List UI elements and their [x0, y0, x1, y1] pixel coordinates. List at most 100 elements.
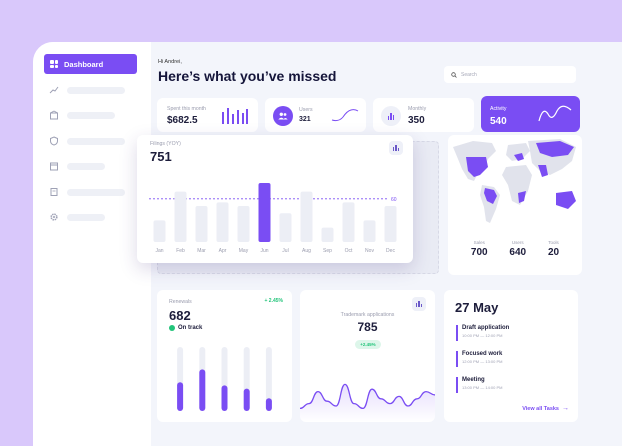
tick-label: Aug [302, 248, 311, 254]
filings-value: 751 [150, 149, 172, 164]
bar-nov [363, 220, 376, 242]
filings-label: Filings (YOY) [150, 141, 181, 147]
bar [243, 388, 250, 411]
users-card[interactable]: Users 321 [265, 98, 366, 132]
tick-label: Jan [155, 248, 163, 254]
tick-label: Jul [282, 248, 288, 254]
tasks-card[interactable]: 27 May Draft application 10:00 PM — 12:0… [444, 290, 578, 422]
shield-icon [50, 136, 58, 146]
map-card[interactable]: Sales 700 Users 640 Tools 20 [448, 135, 582, 275]
activity-sparkline [538, 105, 572, 122]
filings-chart-card[interactable]: Filings (YOY) 751 60 Jan Feb Mar Apr May Jun Ju… [137, 135, 413, 263]
map-stat: Tools 20 [547, 240, 560, 258]
greeting: Hi Andrei, [158, 59, 182, 65]
bar-chart-icon[interactable] [389, 141, 403, 155]
tick-label: Oct [345, 248, 353, 254]
calendar-icon [50, 162, 58, 171]
task-item[interactable]: Meeting 13:00 PM — 14:00 PM [456, 377, 502, 393]
task-item[interactable]: Focused work 12:00 PM — 13:00 PM [456, 351, 502, 367]
users-label: Users [299, 107, 313, 113]
users-icon [273, 106, 293, 126]
monthly-card[interactable]: Monthly 350 [373, 98, 474, 132]
sidebar-item-calendar[interactable] [49, 161, 105, 171]
renewals-bar-chart [177, 347, 272, 411]
bar-apr [216, 202, 229, 242]
sidebar-item-analytics[interactable] [49, 85, 125, 95]
status-badge: On track [169, 325, 202, 331]
search-placeholder: Search [461, 71, 477, 78]
task-item[interactable]: Draft application 10:00 PM — 12:00 PM [456, 325, 509, 341]
grid-icon [50, 60, 58, 68]
bar-feb [174, 191, 187, 242]
app-window: Dashboard Hi Andrei, Here’s what [33, 42, 622, 446]
series-line [300, 383, 435, 410]
map-stat: Sales 700 [470, 240, 488, 258]
view-all-tasks-link[interactable]: View all Tasks → [522, 405, 569, 412]
bar-track [265, 347, 272, 411]
bar [177, 382, 184, 411]
users-value: 321 [299, 116, 311, 123]
spent-mini-bars [222, 108, 248, 124]
bar-mar [195, 206, 208, 242]
sidebar-item-documents[interactable] [49, 187, 125, 197]
spent-card[interactable]: Spent this month $682.5 [157, 98, 258, 132]
search-input[interactable]: Search [444, 66, 576, 83]
tick-label: Dec [386, 248, 395, 254]
bar-dec [384, 206, 397, 242]
map-stat: Users 640 [509, 240, 527, 258]
main-content: Hi Andrei, Here’s what you’ve missed Sea… [137, 42, 622, 446]
sidebar-item-label: Dashboard [64, 59, 104, 69]
tick-label: Jun [260, 248, 268, 254]
tick-label: Nov [365, 248, 374, 254]
sidebar: Dashboard [33, 42, 151, 446]
bar-chart-icon [381, 106, 401, 126]
sidebar-item-security[interactable] [49, 136, 125, 146]
bar-jun [258, 182, 271, 242]
monthly-label: Monthly [408, 106, 427, 112]
sidebar-placeholder [67, 162, 105, 170]
bar-oct [342, 202, 355, 242]
renewals-card[interactable]: Renewals + 2.45% 682 On track [157, 290, 292, 422]
sidebar-placeholder [67, 111, 115, 119]
tick-label: May [239, 248, 249, 254]
sidebar-item-dashboard[interactable]: Dashboard [44, 54, 137, 74]
trademark-card[interactable]: Trademark applications 785 +2.45% [300, 290, 435, 422]
bar-may [237, 206, 250, 242]
sidebar-placeholder [67, 137, 125, 145]
tick-label: Feb [176, 248, 185, 254]
trademark-change-badge: +2.45% [355, 340, 381, 349]
bar [265, 398, 272, 411]
bar-jan [153, 220, 166, 242]
line-area [300, 384, 435, 422]
tick-label: Apr [219, 248, 227, 254]
map-stats: Sales 700 Users 640 Tools 20 [448, 240, 582, 258]
arrow-right-icon: → [562, 405, 569, 412]
bar [199, 369, 206, 411]
bar-chart-icon[interactable] [412, 297, 426, 311]
gear-icon [50, 213, 58, 221]
reference-label: 60 [391, 197, 397, 203]
page-title: Here’s what you’ve missed [158, 68, 337, 84]
activity-value: 540 [490, 116, 507, 127]
tick-label: Mar [197, 248, 206, 254]
sidebar-placeholder [67, 213, 105, 221]
bar [221, 385, 228, 411]
spent-label: Spent this month [167, 106, 206, 112]
users-sparkline [331, 109, 359, 122]
tick-label: Sep [323, 248, 332, 254]
sidebar-placeholder [67, 86, 125, 94]
check-icon [169, 325, 175, 331]
search-icon [451, 71, 457, 78]
document-icon [50, 188, 58, 196]
renewals-value: 682 [169, 308, 191, 323]
sidebar-item-packages[interactable] [49, 110, 115, 120]
chart-line-icon [49, 86, 59, 94]
activity-card[interactable]: Activity 540 [481, 96, 580, 132]
spent-value: $682.5 [167, 115, 198, 126]
sidebar-item-settings[interactable] [49, 212, 105, 222]
filings-bar-chart: 60 Jan Feb Mar Apr May Jun Jul Aug Sep Oct Nov Dec [149, 182, 397, 254]
renewals-label: Renewals [169, 299, 192, 305]
trademark-line-chart [300, 383, 435, 422]
world-map [453, 139, 576, 223]
renewals-change: + 2.45% [264, 298, 284, 304]
